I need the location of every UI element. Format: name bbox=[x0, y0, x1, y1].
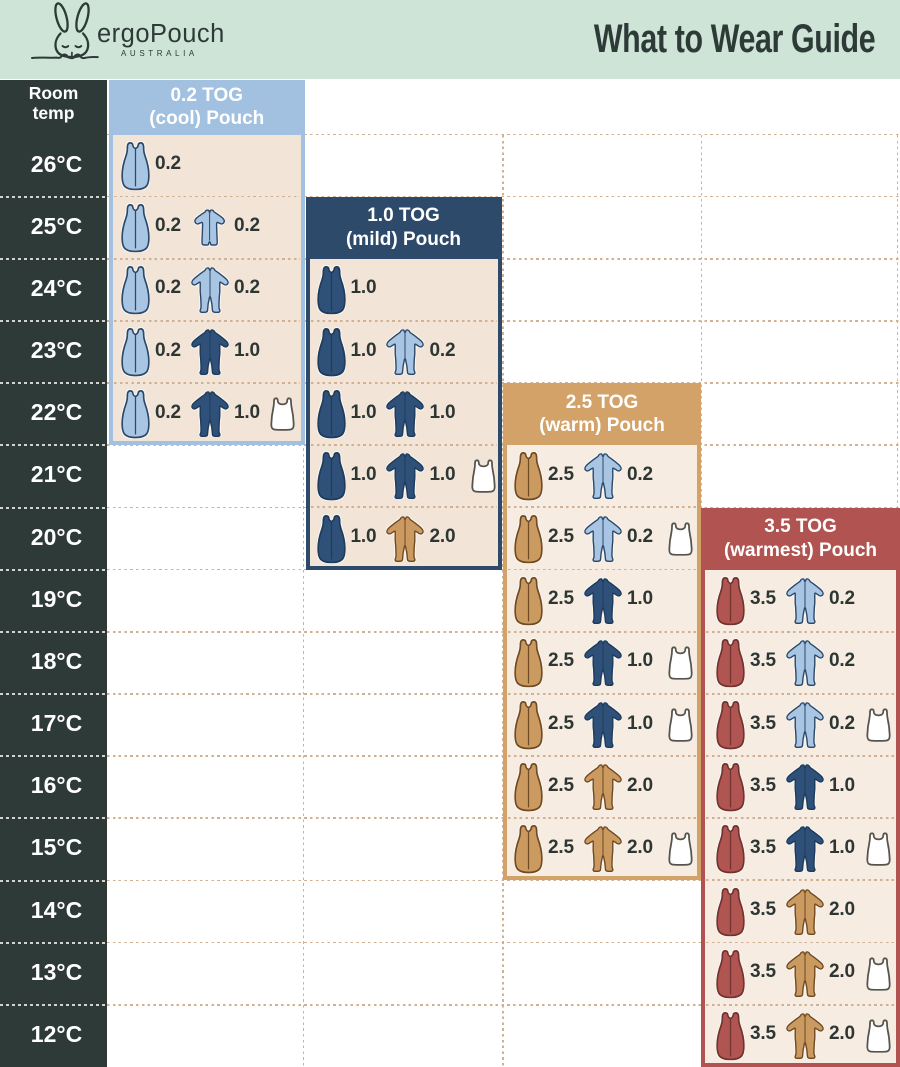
svg-text:ergoPouch: ergoPouch bbox=[97, 20, 225, 48]
svg-text:AUSTRALIA: AUSTRALIA bbox=[121, 49, 198, 58]
